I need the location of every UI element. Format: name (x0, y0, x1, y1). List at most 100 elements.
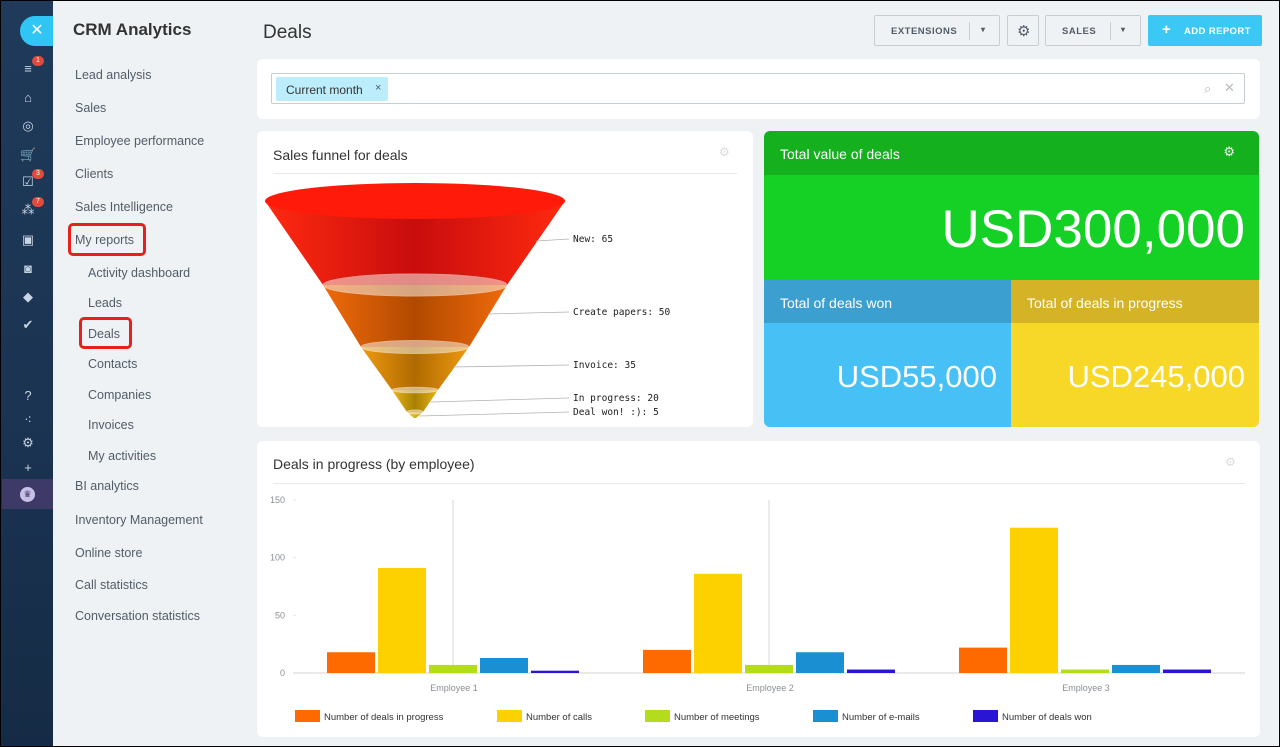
check-circle-icon[interactable]: ✔ (22, 317, 34, 332)
sidebar-item-conversation-statistics[interactable]: Conversation statistics (75, 609, 201, 623)
total-value-panel: USD300,000 (764, 175, 1259, 280)
x-category-label: Employee 2 (746, 683, 794, 693)
sidebar-subitem-my-activities[interactable]: My activities (88, 449, 157, 463)
sidebar-item-sales-intelligence[interactable]: Sales Intelligence (75, 200, 173, 214)
bar-3 (429, 664, 477, 673)
sidebar-subitem-companies[interactable]: Companies (88, 388, 152, 402)
sidebar-item-employee-performance[interactable]: Employee performance (75, 134, 205, 148)
help-icon[interactable]: ? (24, 388, 32, 403)
filter-icon[interactable]: ≡ (24, 61, 32, 76)
funnel-leader-line (535, 238, 570, 242)
y-tick-label: 100 (270, 553, 285, 563)
close-menu-button[interactable]: ✕ (20, 16, 54, 46)
upgrade-plan-button[interactable]: ♛ (2, 479, 53, 509)
deals-in-progress-title: Total of deals in progress (1027, 295, 1183, 311)
sidebar-item-inventory-management[interactable]: Inventory Management (75, 513, 203, 527)
remove-filter-icon[interactable]: × (375, 82, 382, 94)
sidebar-item-bi-analytics[interactable]: BI analytics (75, 479, 139, 493)
bank-icon[interactable]: ⌂ (24, 90, 32, 105)
add-icon[interactable]: + (24, 460, 32, 475)
clear-icon[interactable]: ✕ (1224, 80, 1235, 95)
deals-won-panel: USD55,000 (764, 323, 1011, 427)
legend-label: Number of calls (526, 712, 592, 723)
funnel-segment-top (406, 409, 424, 415)
bar-1 (643, 649, 691, 673)
structure-icon[interactable]: ⁖ (24, 412, 32, 427)
chevron-down-icon[interactable]: ▾ (981, 25, 986, 34)
total-value-header: Total value of deals ⚙ (764, 131, 1259, 175)
extensions-button[interactable]: EXTENSIONS ▾ (874, 15, 1000, 46)
gear-icon[interactable]: ⚙ (719, 145, 730, 159)
gear-icon: ⚙ (1017, 23, 1031, 40)
sidebar-menu: CRM Analytics Lead analysis Sales Employ… (53, 1, 243, 746)
x-category-label: Employee 1 (430, 683, 478, 693)
sidebar-item-clients[interactable]: Clients (75, 167, 114, 181)
funnel-stage-label: New: 65 (573, 234, 613, 245)
gear-icon[interactable]: ⚙ (1225, 455, 1236, 469)
sidebar-subitem-invoices[interactable]: Invoices (88, 418, 134, 432)
deals-in-progress-panel: USD245,000 (1011, 323, 1259, 427)
funnel-leader-line (487, 311, 570, 315)
bar-4 (480, 658, 528, 673)
funnel-title: Sales funnel for deals (273, 147, 408, 163)
bar-5 (531, 670, 579, 673)
sidebar-item-my-reports[interactable]: My reports (75, 233, 135, 247)
sidebar-subitem-contacts[interactable]: Contacts (88, 357, 138, 371)
sales-label: SALES (1062, 26, 1097, 37)
legend-label: Number of deals won (1002, 712, 1092, 723)
add-report-button[interactable]: + ADD REPORT (1148, 15, 1262, 46)
robot-icon[interactable]: ◙ (24, 261, 32, 276)
legend-swatch (973, 710, 998, 722)
funnel-segment (323, 285, 507, 347)
settings-button[interactable]: ⚙ (1007, 15, 1039, 46)
gear-icon[interactable]: ⚙ (1223, 144, 1235, 159)
sales-button[interactable]: SALES ▾ (1045, 15, 1141, 46)
box-icon[interactable]: ◆ (23, 289, 33, 304)
sidebar-item-online-store[interactable]: Online store (75, 546, 143, 560)
plus-icon: + (1162, 21, 1172, 38)
bar-1 (959, 647, 1007, 673)
settings-icon[interactable]: ⚙ (22, 435, 34, 450)
funnel-stage-label: Invoice: 35 (573, 360, 636, 371)
chevron-down-icon[interactable]: ▾ (1121, 25, 1126, 34)
highlight-my-reports (68, 223, 146, 256)
sidebar-item-sales[interactable]: Sales (75, 101, 107, 115)
contact-card-icon[interactable]: ▣ (21, 232, 35, 247)
divider (1110, 22, 1111, 40)
bar-4 (1112, 664, 1160, 673)
funnel-segment-top (391, 386, 439, 394)
funnel-chart: New: 65 Create papers: 50 Invoice: 35 In pr… (265, 183, 671, 418)
deal-totals-widget: Total value of deals ⚙ USD300,000 Total … (764, 131, 1259, 427)
cart-icon[interactable]: 🛒 (20, 147, 37, 162)
bar-5 (847, 669, 895, 673)
sidebar-subitem-activity-dashboard[interactable]: Activity dashboard (88, 266, 191, 280)
funnel-leader-line (430, 397, 570, 403)
deals-by-employee-widget: Deals in progress (by employee) ⚙ 0 50 100… (257, 441, 1260, 737)
sidebar-subitem-leads[interactable]: Leads (88, 296, 123, 310)
deals-won-title: Total of deals won (780, 295, 893, 311)
sidebar-item-lead-analysis[interactable]: Lead analysis (75, 68, 152, 82)
legend-swatch (813, 710, 838, 722)
tasks-icon[interactable]: ☑ (22, 174, 34, 189)
workflow-icon[interactable]: ⁂ (21, 202, 35, 217)
app-title: CRM Analytics (73, 20, 192, 39)
search-input[interactable]: Current month × ⌕ ✕ (271, 73, 1245, 104)
bar-chart-title: Deals in progress (by employee) (273, 456, 475, 472)
search-icon[interactable]: ⌕ (1204, 81, 1212, 96)
page-title: Deals (263, 22, 312, 43)
sidebar-item-call-statistics[interactable]: Call statistics (75, 578, 148, 592)
bar-2 (1010, 527, 1058, 673)
highlight-deals (79, 317, 132, 349)
funnel-leader-line (419, 411, 570, 417)
y-tick-label: 0 (280, 668, 285, 678)
target-icon[interactable]: ◎ (22, 118, 34, 133)
deals-won-value: USD55,000 (836, 359, 997, 394)
notification-badge: 7 (32, 197, 44, 207)
divider (273, 483, 1245, 484)
bar-1 (327, 652, 375, 673)
filter-chip[interactable]: Current month × (276, 77, 388, 101)
funnel-stage-label: In progress: 20 (573, 393, 659, 404)
sidebar-subitem-deals[interactable]: Deals (88, 327, 120, 341)
total-value: USD300,000 (941, 200, 1245, 259)
